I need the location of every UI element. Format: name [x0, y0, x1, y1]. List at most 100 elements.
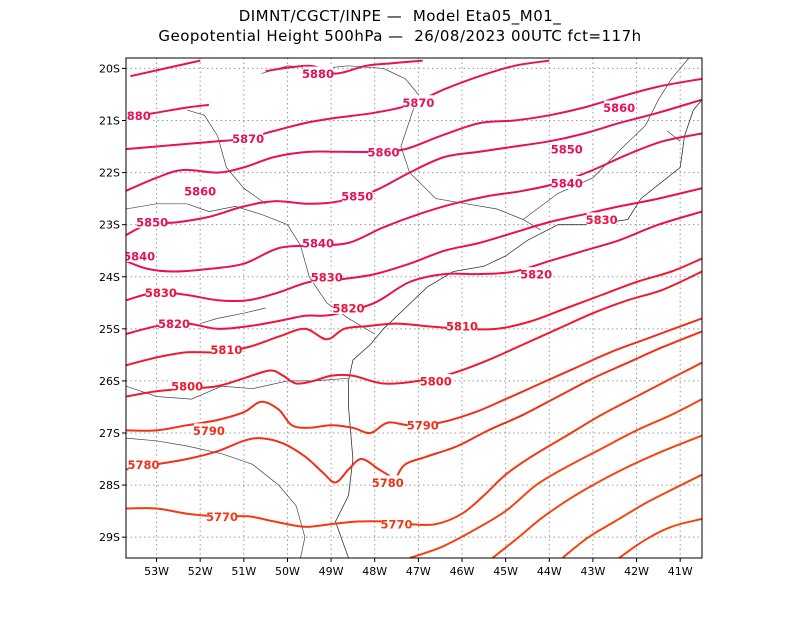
contour-line — [409, 398, 702, 558]
contour-label-bg — [368, 144, 399, 158]
contour-line — [126, 317, 702, 435]
contour-label: 5820 — [333, 302, 365, 316]
contour-label-bg — [172, 379, 203, 393]
state-border — [261, 65, 541, 231]
contour-label: 5790 — [407, 419, 439, 433]
contour-label-bg — [128, 457, 159, 471]
contour-label: 5880 — [302, 67, 334, 81]
contour-label-bg — [447, 319, 477, 333]
state-border — [200, 307, 266, 324]
map-frame — [125, 57, 703, 559]
lon-tick-label: 44W — [537, 565, 562, 578]
contour-label: 5770 — [381, 518, 413, 532]
contour-label: 5840 — [551, 177, 583, 191]
geography-lines — [126, 58, 702, 558]
lat-tick-label: 27S — [99, 427, 120, 440]
contour-label-bg — [342, 189, 373, 203]
contour-line — [618, 517, 702, 558]
contour-label-bg — [126, 108, 150, 122]
contour-label-bg — [207, 509, 237, 523]
contour-label: 5820 — [520, 268, 552, 282]
contour-label-bg — [381, 517, 412, 531]
contour-label-bg — [604, 100, 635, 114]
contour-label: 5770 — [206, 510, 238, 524]
lon-tick-label: 47W — [406, 565, 431, 578]
lat-tick-label: 28S — [99, 479, 120, 492]
lon-tick-label: 51W — [231, 565, 256, 578]
contour-line — [130, 59, 201, 78]
lon-tick-label: 43W — [580, 565, 605, 578]
contour-line — [126, 187, 702, 303]
contour-line — [126, 132, 702, 273]
state-border — [666, 130, 681, 142]
state-border — [126, 203, 375, 335]
grid-lines — [126, 58, 702, 558]
contour-label: 5830 — [311, 270, 343, 284]
contour-label: 5820 — [158, 317, 190, 331]
contour-label: 5870 — [402, 96, 434, 110]
contour-label-bg — [145, 285, 176, 299]
contour-label-bg — [137, 215, 168, 229]
contour-label-bg — [586, 212, 617, 226]
lon-tick-label: 49W — [319, 565, 344, 578]
contour-label-bg — [420, 373, 451, 387]
contour-label: 5800 — [420, 374, 452, 388]
contour-label: 5860 — [603, 101, 635, 115]
contour-label: 5840 — [123, 249, 155, 263]
contour-label: 5800 — [171, 380, 203, 394]
contour-label-bg — [233, 131, 264, 145]
title-line-1: DIMNT/CGCT/INPE — Model Eta05_M01_ — [238, 7, 562, 25]
lat-tick-label: 23S — [99, 219, 120, 232]
contour-line — [395, 330, 702, 478]
lat-tick-label: 22S — [99, 167, 120, 180]
axis-ticks: 53W 52W 51W 50W 49W 48W 47W 46W 45W 44W 43W 42W 41W 2… — [99, 62, 693, 578]
lat-tick-label: 29S — [99, 531, 120, 544]
lon-tick-label: 52W — [188, 565, 213, 578]
contour-label-bg — [551, 142, 582, 156]
contour-line — [561, 473, 702, 558]
contour-label: 5840 — [302, 236, 334, 250]
lat-tick-label: 24S — [99, 271, 120, 284]
lat-tick-label: 20S — [99, 62, 120, 75]
lon-tick-label: 53W — [144, 565, 169, 578]
state-border — [186, 109, 266, 205]
contour-label: 5830 — [145, 286, 177, 300]
height-contours — [126, 59, 702, 558]
contour-label-bg — [333, 301, 364, 314]
lat-tick-label: 25S — [99, 323, 120, 336]
contour-label: 5830 — [586, 213, 618, 227]
contour-line — [126, 210, 702, 335]
contour-line — [126, 270, 702, 398]
contour-label: 5870 — [232, 132, 264, 146]
contour-label: 5810 — [446, 320, 478, 334]
contour-label-bg — [403, 95, 434, 109]
contour-line — [126, 59, 550, 151]
lon-tick-label: 41W — [668, 565, 693, 578]
contour-label: 5850 — [136, 216, 168, 230]
contour-labels: 5880 5880 5870 5870 5860 5860 5860 5850 5850 5850… — [119, 66, 635, 532]
contour-line — [126, 98, 702, 236]
lon-tick-label: 46W — [450, 565, 475, 578]
contour-label-bg — [303, 66, 333, 80]
contour-label-bg — [407, 418, 438, 432]
contour-label: 5780 — [127, 458, 159, 472]
contour-label-bg — [211, 342, 242, 356]
contour-label-bg — [193, 423, 224, 437]
lat-tick-label: 26S — [99, 375, 120, 388]
lon-tick-label: 45W — [493, 565, 518, 578]
contour-label-bg — [551, 176, 582, 189]
state-border — [522, 58, 690, 220]
contour-label-bg — [126, 248, 155, 262]
lat-tick-label: 21S — [99, 115, 120, 128]
contour-line — [265, 59, 423, 75]
contour-label: 5880 — [119, 109, 151, 123]
contour-label: 5860 — [367, 145, 399, 159]
contour-label-bg — [159, 316, 189, 330]
contour-line — [126, 437, 393, 484]
contour-label-bg — [185, 183, 216, 197]
contour-label: 5810 — [210, 343, 242, 357]
coastline — [335, 99, 702, 558]
contour-label: 5860 — [184, 184, 216, 198]
contour-label-bg — [372, 475, 403, 489]
